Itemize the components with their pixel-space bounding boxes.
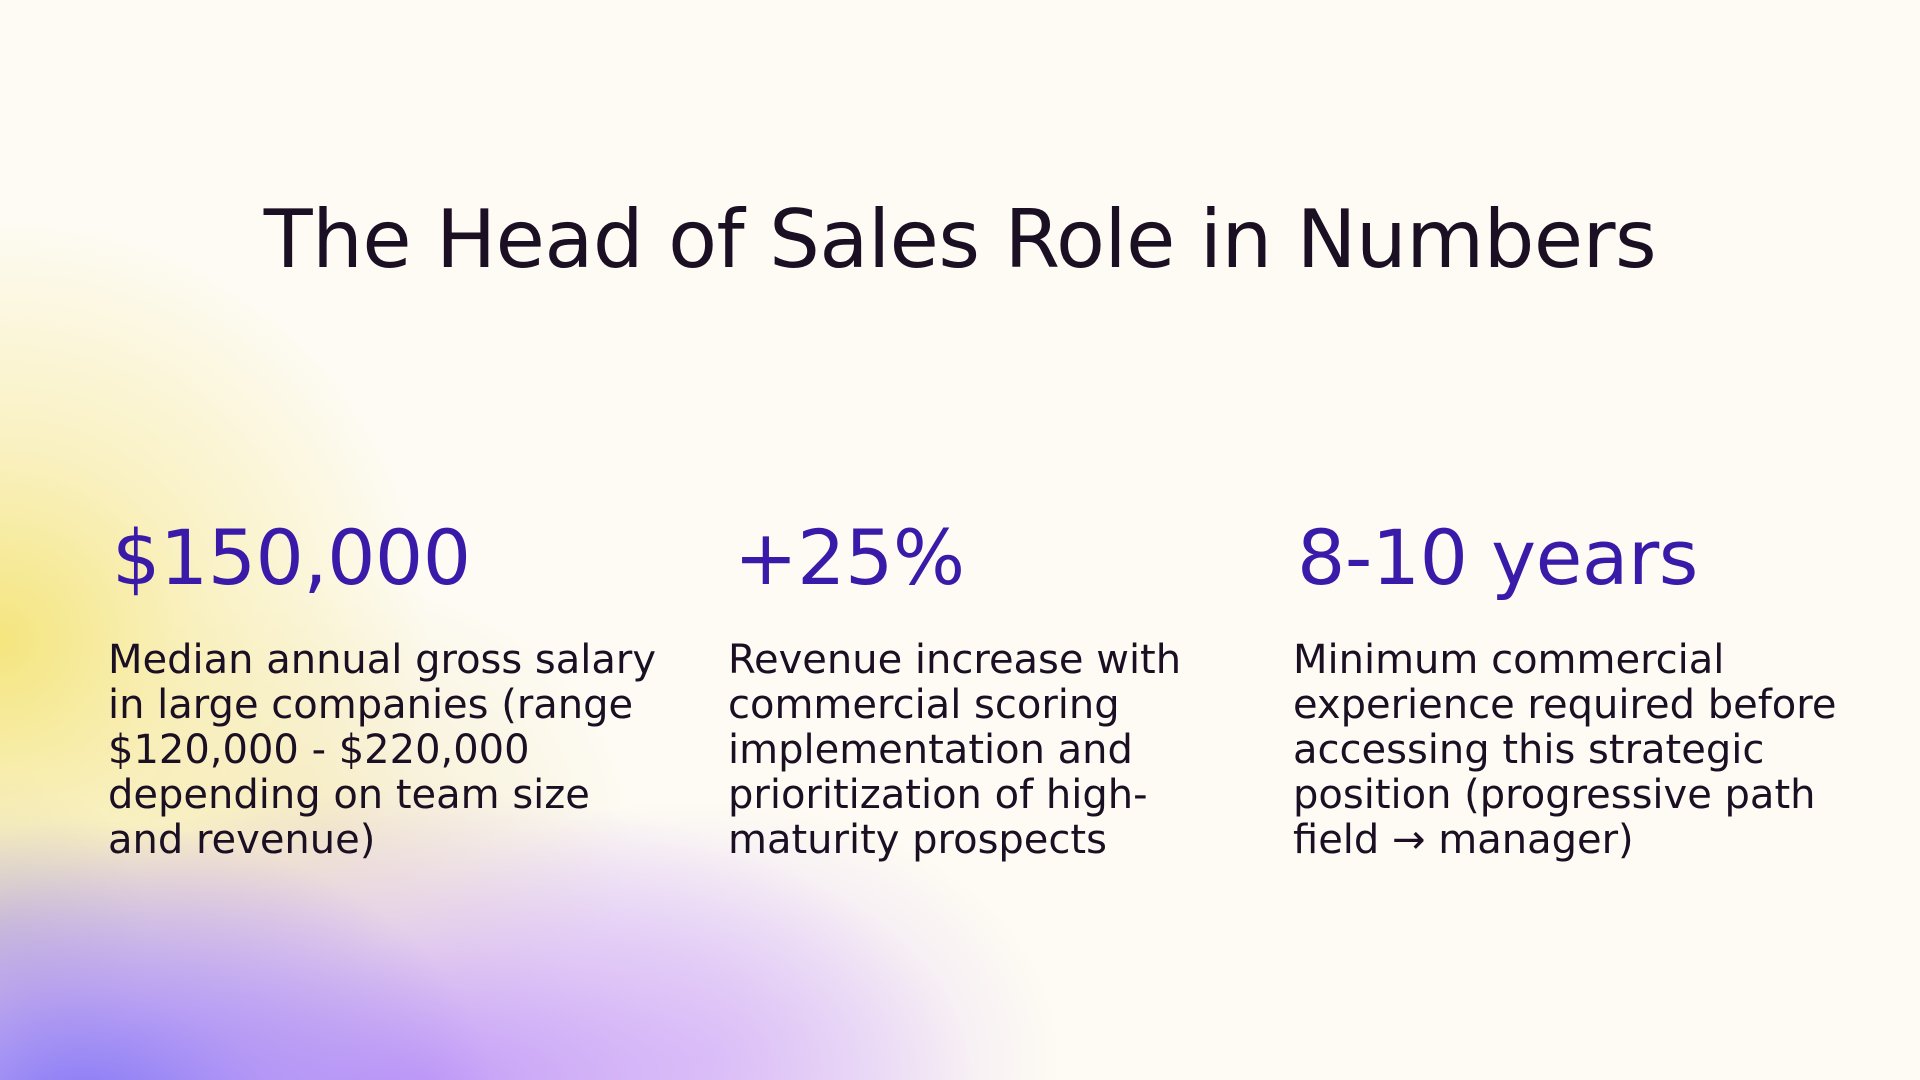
stat-description: Median annual gross salary in large comp… [108,636,657,863]
stat-card-experience: 8-10 years Minimum commercial experience… [1293,516,1853,863]
stat-card-salary: $150,000 Median annual gross salary in l… [108,516,668,863]
stat-value: +25% [734,513,965,602]
stat-description: Revenue increase with commercial scoring… [728,636,1182,863]
stat-card-revenue: +25% Revenue increase with commercial sc… [728,516,1228,863]
slide-title: The Head of Sales Role in Numbers [263,193,1657,286]
stat-value: 8-10 years [1297,513,1698,602]
stat-description: Minimum commercial experience required b… [1293,636,1837,863]
stat-value: $150,000 [112,513,471,602]
